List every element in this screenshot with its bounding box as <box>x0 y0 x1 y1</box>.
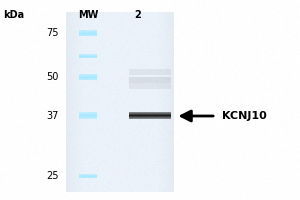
Text: KCNJ10: KCNJ10 <box>222 111 267 121</box>
Text: 37: 37 <box>46 111 59 121</box>
Text: 75: 75 <box>46 28 58 38</box>
Text: kDa: kDa <box>3 10 24 20</box>
Text: 2: 2 <box>135 10 141 20</box>
Text: MW: MW <box>78 10 99 20</box>
Text: 50: 50 <box>46 72 59 82</box>
Text: 25: 25 <box>46 171 58 181</box>
